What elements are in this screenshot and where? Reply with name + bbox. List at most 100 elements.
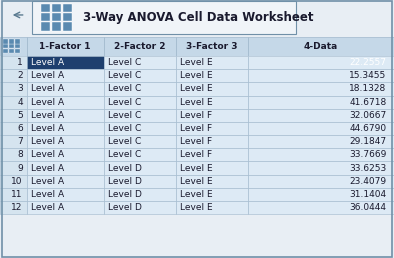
Bar xyxy=(104,122,176,135)
Bar xyxy=(3,39,7,44)
Text: Level A: Level A xyxy=(32,58,65,67)
Bar xyxy=(176,56,248,69)
Bar xyxy=(248,162,394,175)
Bar xyxy=(176,69,248,82)
Text: 12: 12 xyxy=(11,203,23,212)
Text: Level A: Level A xyxy=(32,111,65,120)
Bar xyxy=(15,44,20,48)
Text: Level D: Level D xyxy=(108,190,142,199)
Bar xyxy=(27,69,104,82)
Bar xyxy=(248,135,394,148)
Bar xyxy=(27,162,104,175)
Bar xyxy=(52,4,61,12)
Text: Level C: Level C xyxy=(108,137,141,146)
Text: 2-Factor 2: 2-Factor 2 xyxy=(114,42,165,51)
Bar xyxy=(0,175,27,188)
Text: 22.2557: 22.2557 xyxy=(349,58,386,67)
Bar xyxy=(104,188,176,201)
Bar xyxy=(27,201,104,214)
Text: Level F: Level F xyxy=(180,150,212,159)
Text: Level E: Level E xyxy=(180,164,213,173)
Text: 6: 6 xyxy=(17,124,23,133)
Text: 3-Factor 3: 3-Factor 3 xyxy=(186,42,238,51)
Text: 15.3455: 15.3455 xyxy=(349,71,386,80)
Text: Level A: Level A xyxy=(32,177,65,186)
Bar xyxy=(41,22,50,31)
Bar xyxy=(104,201,176,214)
Text: Level D: Level D xyxy=(108,164,142,173)
Text: 41.6718: 41.6718 xyxy=(349,98,386,107)
Text: 23.4079: 23.4079 xyxy=(349,177,386,186)
Bar xyxy=(248,122,394,135)
Text: Level E: Level E xyxy=(180,58,213,67)
Bar xyxy=(0,82,27,95)
Bar xyxy=(0,122,27,135)
Text: 29.1847: 29.1847 xyxy=(349,137,386,146)
Text: Level A: Level A xyxy=(32,124,65,133)
Bar xyxy=(9,49,14,53)
Bar xyxy=(15,39,20,44)
Text: Level A: Level A xyxy=(32,203,65,212)
Bar xyxy=(0,201,27,214)
Bar xyxy=(27,148,104,162)
Bar xyxy=(104,82,176,95)
Text: 18.1328: 18.1328 xyxy=(349,84,386,93)
Text: 4: 4 xyxy=(17,98,23,107)
Bar xyxy=(104,37,176,56)
Bar xyxy=(248,148,394,162)
Text: Level C: Level C xyxy=(108,58,141,67)
Bar xyxy=(248,201,394,214)
Bar xyxy=(104,69,176,82)
Bar xyxy=(176,109,248,122)
Text: Level C: Level C xyxy=(108,111,141,120)
Bar xyxy=(52,13,61,21)
Text: 5: 5 xyxy=(17,111,23,120)
Text: Level E: Level E xyxy=(180,71,213,80)
Text: 7: 7 xyxy=(17,137,23,146)
Bar xyxy=(176,82,248,95)
Text: Level A: Level A xyxy=(32,84,65,93)
Bar xyxy=(0,109,27,122)
Bar xyxy=(0,162,27,175)
Bar xyxy=(27,82,104,95)
Text: Level A: Level A xyxy=(32,190,65,199)
Text: Level E: Level E xyxy=(180,190,213,199)
Bar xyxy=(248,56,394,69)
Text: Level C: Level C xyxy=(108,98,141,107)
Text: Level E: Level E xyxy=(180,177,213,186)
Bar xyxy=(63,13,72,21)
Bar xyxy=(248,69,394,82)
Bar xyxy=(9,44,14,48)
Text: Level A: Level A xyxy=(32,164,65,173)
Bar xyxy=(104,109,176,122)
Bar xyxy=(27,135,104,148)
Text: 10: 10 xyxy=(11,177,23,186)
Text: Level D: Level D xyxy=(108,203,142,212)
Text: Level A: Level A xyxy=(32,98,65,107)
Text: 33.7669: 33.7669 xyxy=(349,150,386,159)
Text: Level C: Level C xyxy=(108,124,141,133)
Bar xyxy=(0,148,27,162)
Bar xyxy=(176,162,248,175)
Bar xyxy=(248,37,394,56)
Bar xyxy=(3,49,7,53)
Bar xyxy=(0,37,27,56)
Bar xyxy=(0,188,27,201)
Bar xyxy=(0,135,27,148)
Text: Level E: Level E xyxy=(180,84,213,93)
Bar xyxy=(52,22,61,31)
Bar xyxy=(176,135,248,148)
Bar xyxy=(0,56,27,69)
Text: Level F: Level F xyxy=(180,111,212,120)
Bar xyxy=(27,37,104,56)
Text: 1-Factor 1: 1-Factor 1 xyxy=(39,42,91,51)
Bar xyxy=(27,175,104,188)
Bar xyxy=(63,4,72,12)
Bar xyxy=(248,82,394,95)
Bar xyxy=(176,37,248,56)
Text: Level E: Level E xyxy=(180,98,213,107)
Text: Level F: Level F xyxy=(180,137,212,146)
Text: 1: 1 xyxy=(17,58,23,67)
Text: 32.0667: 32.0667 xyxy=(349,111,386,120)
Text: 4-Data: 4-Data xyxy=(304,42,338,51)
